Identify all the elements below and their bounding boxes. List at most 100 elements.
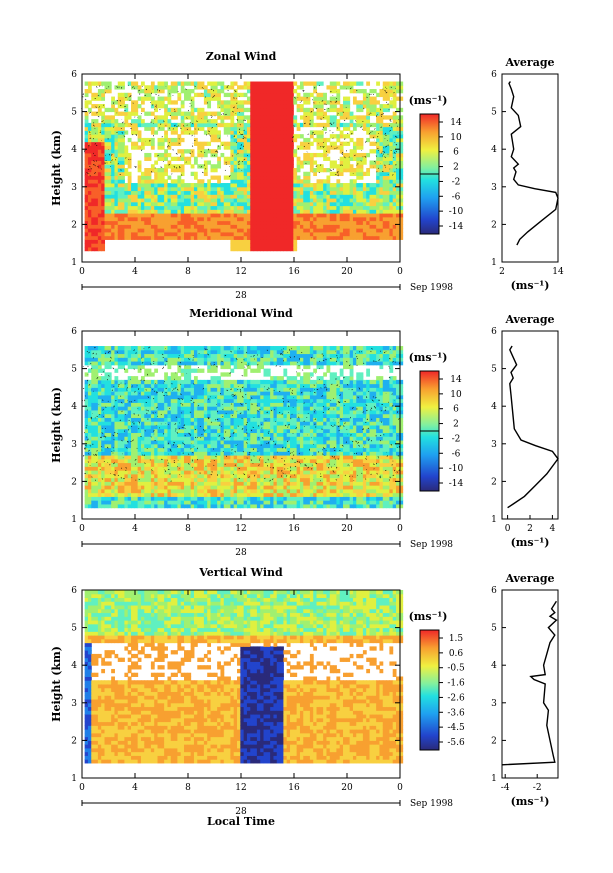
- heatmap-cell: [144, 228, 149, 233]
- heatmap-cell: [87, 488, 92, 494]
- heatmap-cell: [164, 372, 168, 377]
- heatmap-cell: [359, 216, 364, 222]
- heatmap-cell: [240, 104, 245, 109]
- heatmap-cell: [336, 96, 341, 101]
- heatmap-cell: [386, 171, 390, 177]
- heatmap-cell: [134, 216, 139, 222]
- heatmap-cell: [164, 134, 168, 139]
- heatmap-cell: [197, 224, 202, 229]
- heatmap-cell: [134, 85, 139, 90]
- heatmap-cell: [170, 81, 175, 86]
- heatmap-cell: [180, 115, 185, 120]
- heatmap-cell: [266, 130, 271, 135]
- heatmap-cell: [276, 164, 281, 169]
- heatmap-cell: [131, 443, 135, 449]
- heatmap-cell: [94, 156, 99, 161]
- heatmap-cell: [150, 503, 155, 509]
- heatmap-cell: [167, 164, 172, 169]
- heatmap-cell: [386, 141, 390, 146]
- contour-mark: [335, 100, 338, 103]
- heatmap-cell: [157, 402, 162, 407]
- heatmap-cell: [160, 387, 165, 392]
- heatmap-cell: [286, 171, 291, 177]
- heatmap-cell: [346, 209, 351, 214]
- heatmap-cell: [217, 179, 221, 184]
- heatmap-cell: [160, 425, 165, 430]
- heatmap-cell: [246, 119, 251, 124]
- heatmap-cell: [207, 149, 212, 154]
- heatmap-cell: [94, 443, 99, 449]
- heatmap-cell: [154, 175, 159, 180]
- heatmap-cell: [303, 194, 308, 199]
- contour-mark: [204, 96, 207, 98]
- heatmap-cell: [127, 349, 132, 355]
- heatmap-cell: [131, 477, 135, 482]
- heatmap-cell: [87, 179, 92, 184]
- heatmap-cell: [329, 186, 334, 192]
- heatmap-cell: [124, 477, 129, 482]
- heatmap-cell: [154, 496, 159, 501]
- heatmap-cell: [263, 231, 268, 237]
- heatmap-cell: [250, 175, 255, 180]
- heatmap-cell: [256, 145, 261, 150]
- heatmap-cell: [253, 119, 258, 124]
- heatmap-cell: [187, 92, 192, 98]
- heatmap-cell: [114, 477, 119, 482]
- heatmap-cell: [107, 141, 112, 146]
- heatmap-cell: [97, 243, 102, 248]
- heatmap-cell: [386, 205, 390, 210]
- heatmap-cell: [333, 134, 337, 139]
- heatmap-cell: [223, 228, 228, 233]
- heatmap-cell: [101, 455, 106, 460]
- heatmap-cell: [184, 183, 188, 188]
- heatmap-cell: [260, 239, 265, 244]
- heatmap-cell: [356, 160, 361, 165]
- heatmap-cell: [111, 353, 115, 358]
- heatmap-cell: [250, 216, 255, 222]
- heatmap-cell: [117, 235, 122, 240]
- heatmap-cell: [127, 175, 132, 180]
- heatmap-cell: [240, 141, 245, 146]
- heatmap-cell: [293, 134, 298, 139]
- heatmap-cell: [137, 436, 142, 441]
- heatmap-cell: [94, 246, 99, 252]
- heatmap-cell: [140, 361, 145, 366]
- heatmap-cell: [230, 160, 235, 165]
- heatmap-cell: [197, 81, 202, 86]
- heatmap-cell: [237, 186, 241, 192]
- heatmap-cell: [273, 92, 278, 98]
- heatmap-cell: [160, 436, 165, 441]
- heatmap-cell: [134, 119, 139, 124]
- heatmap-cell: [150, 470, 155, 475]
- heatmap-cell: [349, 231, 354, 237]
- heatmap-cell: [246, 228, 251, 233]
- heatmap-cell: [150, 394, 155, 400]
- heatmap-cell: [266, 224, 271, 229]
- heatmap-cell: [200, 216, 205, 222]
- heatmap-cell: [157, 201, 162, 207]
- heatmap-cell: [303, 171, 308, 177]
- heatmap-cell: [197, 194, 202, 199]
- heatmap-cell: [270, 130, 274, 135]
- heatmap-cell: [101, 160, 106, 165]
- contour-mark: [157, 154, 159, 157]
- heatmap-cell: [114, 413, 119, 418]
- heatmap-cell: [160, 409, 165, 415]
- heatmap-cell: [286, 130, 291, 135]
- heatmap-cell: [243, 246, 248, 252]
- heatmap-cell: [250, 190, 255, 195]
- heatmap-cell: [233, 141, 238, 146]
- heatmap-cell: [346, 168, 351, 173]
- heatmap-cell: [121, 152, 125, 158]
- heatmap-cell: [180, 205, 185, 210]
- heatmap-cell: [157, 349, 162, 355]
- heatmap-cell: [203, 194, 208, 199]
- heatmap-cell: [256, 224, 261, 229]
- heatmap-cell: [250, 194, 255, 199]
- heatmap-cell: [131, 201, 135, 207]
- heatmap-cell: [246, 134, 251, 139]
- heatmap-cell: [144, 231, 149, 237]
- heatmap-cell: [117, 164, 122, 169]
- heatmap-cell: [134, 100, 139, 105]
- heatmap-cell: [101, 186, 106, 192]
